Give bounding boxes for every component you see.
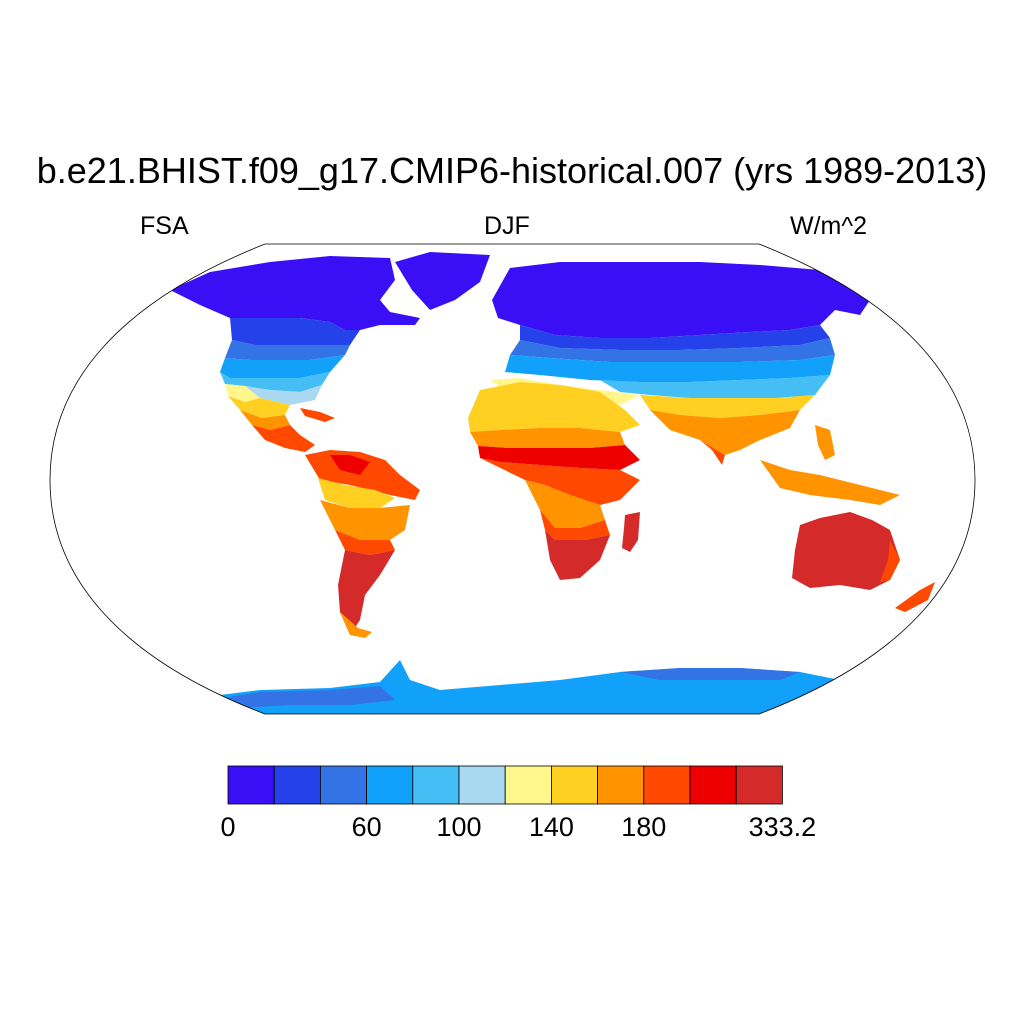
colorbar-swatch [643,765,691,805]
colorbar-swatch [689,765,737,805]
south-america-landmass [305,450,420,638]
colorbar-swatch [597,765,645,805]
colorbar-swatch [551,765,599,805]
plot-title: b.e21.BHIST.f09_g17.CMIP6-historical.007… [36,150,988,191]
colorbar-swatch [458,765,506,805]
colorbar-tick-label: 60 [351,812,382,842]
new-zealand [895,582,935,612]
eurasia-landmass [490,262,870,465]
caribbean-islands [300,408,335,422]
colorbar-swatch [735,765,783,805]
colorbar-swatch [227,765,275,805]
colorbar-swatch [412,765,460,805]
north-america-landmass [170,256,420,452]
colorbar-tick-label: 100 [436,812,482,842]
season-label: DJF [484,212,530,240]
australia-landmass [792,512,900,590]
colorbar-swatch [504,765,552,805]
colorbar [227,765,783,805]
units-label: W/m^2 [790,212,868,240]
colorbar-tick-label: 0 [220,812,236,842]
greenland-landmass [395,252,490,310]
colorbar-tick-label: 333.2 [748,812,817,842]
africa-landmass [468,382,640,580]
philippines [815,425,835,460]
colorbar-swatch [366,765,414,805]
antarctica-landmass [200,660,870,714]
southeast-asia-islands [760,460,900,505]
colorbar-tick-label: 180 [621,812,667,842]
colorbar-tick-label: 140 [528,812,574,842]
colorbar-swatch [319,765,367,805]
map-outline [49,243,976,715]
variable-label: FSA [140,212,189,240]
colorbar-swatch [273,765,321,805]
